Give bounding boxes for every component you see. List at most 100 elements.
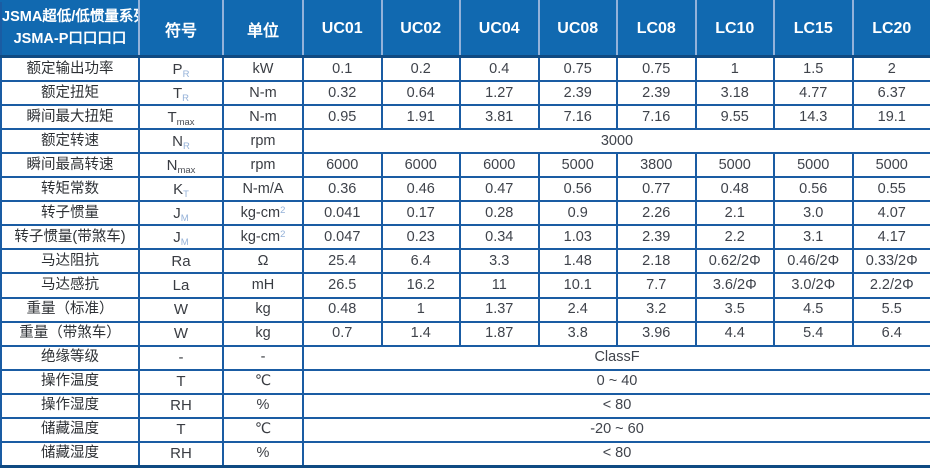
unit-cell: N-m [222, 104, 304, 131]
value-cell: 2 [851, 55, 930, 83]
table-row: 储藏湿度 RH% < 80 [0, 440, 930, 468]
value-cell: 1.48 [537, 248, 618, 275]
value-cell: 0.33/2Φ [851, 248, 930, 275]
table-row: 转矩常数 KT N-m/A 0.36 0.46 0.47 0.56 0.77 0.48 0.56 0… [0, 176, 930, 203]
value-cell: 0.56 [537, 176, 618, 203]
row-label: 重量（标准） [0, 296, 140, 323]
value-cell: 1.5 [773, 55, 854, 83]
row-label: 储藏温度 [0, 416, 140, 443]
row-label: 转子惯量 [0, 200, 140, 227]
symbol-cell: Tmax [138, 104, 224, 131]
value-cell: 4.77 [773, 80, 854, 107]
symbol-cell: - [138, 344, 224, 371]
merged-value-cell: < 80 [302, 440, 930, 468]
value-cell: 0.17 [380, 200, 461, 227]
value-cell: 2.2/2Φ [851, 272, 930, 299]
value-cell: 19.1 [851, 104, 930, 131]
value-cell: 6.4 [851, 320, 930, 347]
merged-value-cell: 0 ~ 40 [302, 368, 930, 395]
symbol-cell: TR [138, 80, 224, 107]
value-cell: 3.96 [616, 320, 697, 347]
value-cell: 2.26 [616, 200, 697, 227]
value-cell: 25.4 [302, 248, 383, 275]
unit-cell: N-m/A [222, 176, 304, 203]
merged-value-cell: -20 ~ 60 [302, 416, 930, 443]
value-cell: 3.0 [773, 200, 854, 227]
table-row: 马达感抗 La mH 26.5 16.2 11 10.1 7.7 3.6/2Φ 3.0/2Φ 2.2… [0, 272, 930, 299]
symbol-cell: JM [138, 200, 224, 227]
value-cell: 6000 [302, 152, 383, 179]
value-cell: 0.56 [773, 176, 854, 203]
unit-cell: rpm [222, 152, 304, 179]
value-cell: 3.6/2Φ [694, 272, 775, 299]
table-row: 转子惯量(带煞车) JM kg-cm2 0.047 0.23 0.34 1.03 2.39 2.… [0, 224, 930, 251]
symbol-cell: La [138, 272, 224, 299]
table-row: 储藏温度 T ℃ -20 ~ 60 [0, 416, 930, 443]
model-header-lc15: LC15 [773, 0, 854, 58]
spec-table-body: 额定输出功率 PR kW 0.1 0.2 0.4 0.75 0.75 1 1.5 2 额定扭矩 TR N-… [0, 55, 930, 468]
value-cell: 3.8 [537, 320, 618, 347]
symbol-cell: T [138, 416, 224, 443]
symbol-cell: Nmax [138, 152, 224, 179]
value-cell: 9.55 [694, 104, 775, 131]
value-cell: 10.1 [537, 272, 618, 299]
unit-cell: N-m [222, 80, 304, 107]
value-cell: 0.48 [302, 296, 383, 323]
table-title: JSMA超低/低惯量系列 JSMA-P口口口口 [0, 0, 140, 58]
unit-cell: - [222, 344, 304, 371]
value-cell: 1.03 [537, 224, 618, 251]
symbol-cell: RH [138, 392, 224, 419]
value-cell: 2.4 [537, 296, 618, 323]
unit-cell: kg [222, 296, 304, 323]
value-cell: 0.047 [302, 224, 383, 251]
unit-cell: rpm [222, 128, 304, 155]
table-row: 额定输出功率 PR kW 0.1 0.2 0.4 0.75 0.75 1 1.5 2 [0, 55, 930, 83]
value-cell: 0.36 [302, 176, 383, 203]
value-cell: 0.55 [851, 176, 930, 203]
row-label: 储藏湿度 [0, 440, 140, 468]
value-cell: 2.39 [616, 224, 697, 251]
value-cell: 3.2 [616, 296, 697, 323]
value-cell: 0.1 [302, 55, 383, 83]
model-header-uc01: UC01 [302, 0, 383, 58]
value-cell: 3800 [616, 152, 697, 179]
value-cell: 0.23 [380, 224, 461, 251]
row-label: 重量（带煞车） [0, 320, 140, 347]
symbol-cell: T [138, 368, 224, 395]
unit-cell: kg-cm2 [222, 200, 304, 227]
table-row: 瞬间最高转速 Nmax rpm 6000 6000 6000 5000 3800 5000 500… [0, 152, 930, 179]
value-cell: 6.37 [851, 80, 930, 107]
value-cell: 1.87 [459, 320, 540, 347]
value-cell: 0.7 [302, 320, 383, 347]
symbol-column-header: 符号 [138, 0, 224, 58]
unit-column-header: 单位 [222, 0, 304, 58]
value-cell: 4.4 [694, 320, 775, 347]
model-header-uc04: UC04 [459, 0, 540, 58]
unit-cell: ℃ [222, 368, 304, 395]
model-header-lc20: LC20 [851, 0, 930, 58]
value-cell: 1.27 [459, 80, 540, 107]
value-cell: 2.39 [537, 80, 618, 107]
value-cell: 0.28 [459, 200, 540, 227]
row-label: 转子惯量(带煞车) [0, 224, 140, 251]
value-cell: 4.07 [851, 200, 930, 227]
row-label: 转矩常数 [0, 176, 140, 203]
value-cell: 0.9 [537, 200, 618, 227]
table-row: 额定扭矩 TR N-m 0.32 0.64 1.27 2.39 2.39 3.18 4.77 6.3… [0, 80, 930, 107]
unit-cell: kg [222, 320, 304, 347]
value-cell: 6000 [380, 152, 461, 179]
symbol-cell: W [138, 320, 224, 347]
symbol-cell: PR [138, 55, 224, 83]
value-cell: 3.5 [694, 296, 775, 323]
row-label: 额定扭矩 [0, 80, 140, 107]
model-header-uc08: UC08 [537, 0, 618, 58]
row-label: 马达感抗 [0, 272, 140, 299]
value-cell: 7.16 [537, 104, 618, 131]
value-cell: 0.2 [380, 55, 461, 83]
value-cell: 3.81 [459, 104, 540, 131]
value-cell: 0.46/2Φ [773, 248, 854, 275]
symbol-cell: NR [138, 128, 224, 155]
value-cell: 0.77 [616, 176, 697, 203]
value-cell: 6000 [459, 152, 540, 179]
